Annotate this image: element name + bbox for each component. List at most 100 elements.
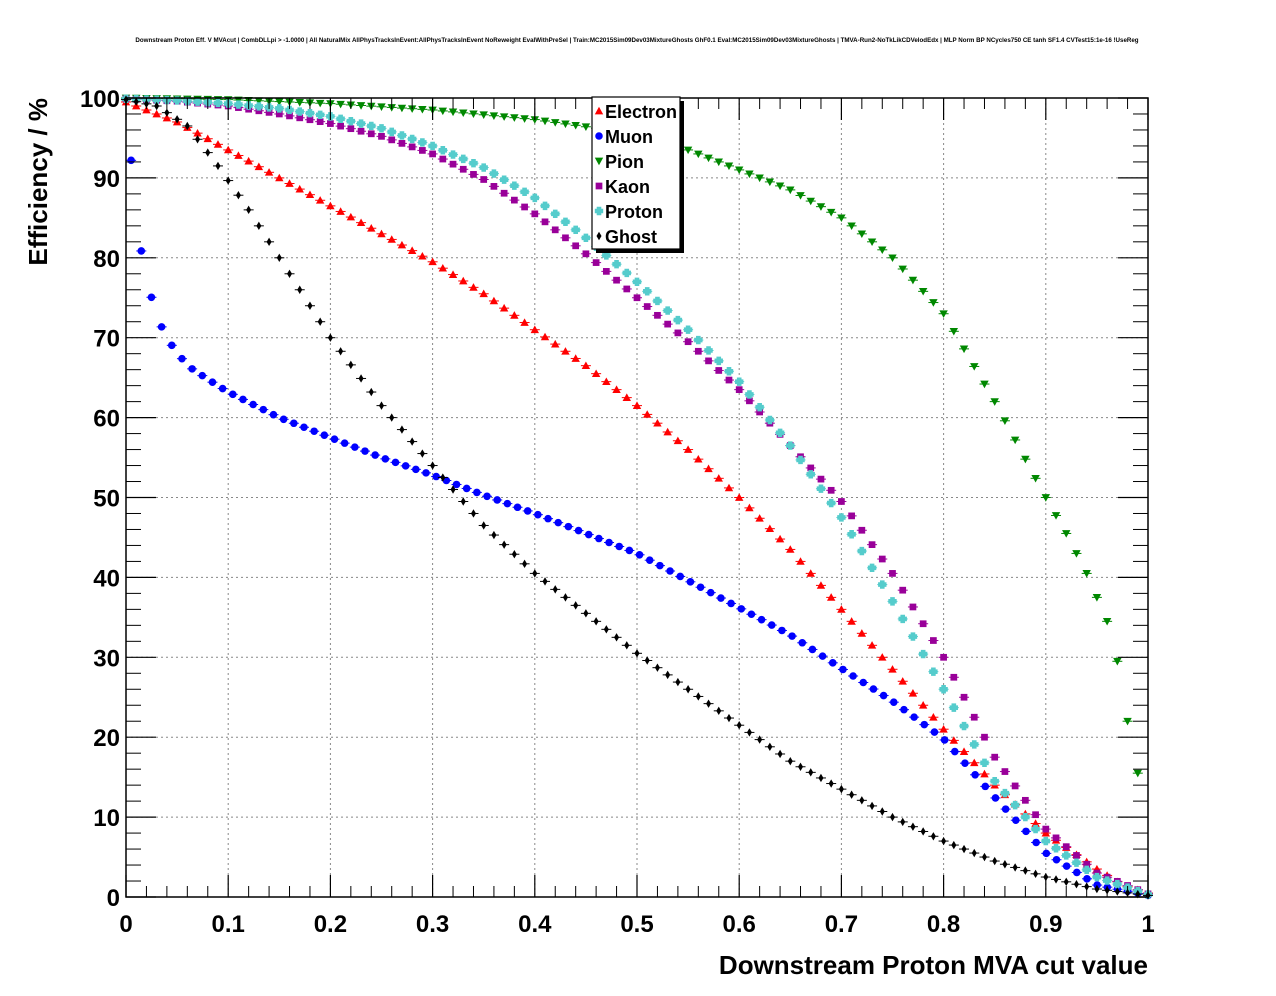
data-point [826,498,836,508]
data-point [581,233,591,243]
data-point [193,128,202,137]
data-point [1052,834,1060,842]
data-point [970,758,979,767]
data-point [765,524,775,533]
data-point [826,593,836,601]
data-point [1113,657,1122,666]
data-point [561,217,570,227]
data-point [218,384,227,393]
data-point [695,692,701,701]
data-point [295,184,304,193]
data-point [489,169,499,178]
data-point [198,371,207,380]
data-point [737,605,746,613]
data-point [980,769,989,778]
data-point [254,102,264,111]
legend-label-muon: Muon [605,127,653,147]
data-point [879,807,885,816]
axis-ticks: 0 0.1 0.2 0.3 0.4 0.5 0.6 0.7 0.8 0.9 101020304050… [80,86,1155,938]
data-point [399,425,405,434]
y-tick-label: 50 [93,486,120,513]
data-point [1031,824,1040,834]
data-point [674,329,682,337]
x-tick-label: 0.7 [825,911,858,938]
data-point [305,108,315,118]
data-point [561,120,570,129]
data-point [634,649,640,658]
x-tick-label: 0.2 [314,911,347,938]
data-point [787,756,793,766]
data-point [1022,827,1030,836]
data-point [540,201,550,211]
data-point [602,251,611,260]
data-point [676,572,685,581]
data-point [714,474,723,482]
data-point [602,377,611,386]
data-point [501,540,507,549]
data-point [1083,860,1091,868]
data-point [499,175,509,184]
data-point [859,678,868,687]
data-point [857,230,867,239]
data-point [889,812,896,822]
data-point [888,665,897,673]
data-point [254,97,264,105]
y-tick-label: 20 [93,725,120,752]
data-point [449,160,457,168]
data-point [419,449,425,458]
legend: Electron Muon Pion Kaon Proton Ghost [591,96,684,253]
data-point [184,121,190,131]
data-point [367,224,376,232]
data-point [951,840,957,850]
data-point [591,369,601,378]
data-point [358,374,364,383]
data-point [1083,875,1091,883]
data-point [1082,865,1091,875]
data-point [1113,879,1122,889]
data-point [327,120,334,127]
data-point [418,252,427,260]
data-point [786,441,795,450]
data-point [889,570,896,577]
data-point [777,749,783,759]
data-point [867,563,877,573]
data-point [971,771,979,779]
data-point [510,114,519,122]
data-point [1052,855,1061,864]
data-point [127,156,135,165]
legend-label-pion: Pion [605,152,644,172]
data-point [275,173,284,182]
data-point [1073,880,1079,889]
data-point [315,196,325,204]
data-point [147,293,156,302]
data-point [532,569,538,578]
data-point [432,472,440,481]
data-point [663,427,672,436]
data-point [275,104,284,113]
data-point [1041,494,1050,502]
data-point [684,338,692,346]
data-point [745,390,754,399]
data-point [878,246,887,255]
data-point [778,626,786,635]
y-tick-label: 30 [93,645,120,672]
data-point [939,310,948,318]
data-point [706,699,712,708]
data-point [704,154,713,163]
data-point [1021,455,1030,464]
data-point [839,665,847,674]
data-point [879,691,888,700]
data-point [625,546,634,555]
data-point [234,151,243,159]
data-point [837,214,846,223]
data-point [279,415,288,424]
data-point [644,656,650,665]
data-point [592,259,600,266]
data-point [152,109,161,118]
data-point [786,186,795,195]
data-point [346,116,356,126]
data-point [244,156,253,165]
data-point [1000,417,1010,425]
data-point [574,526,583,535]
data-point [1002,860,1008,869]
